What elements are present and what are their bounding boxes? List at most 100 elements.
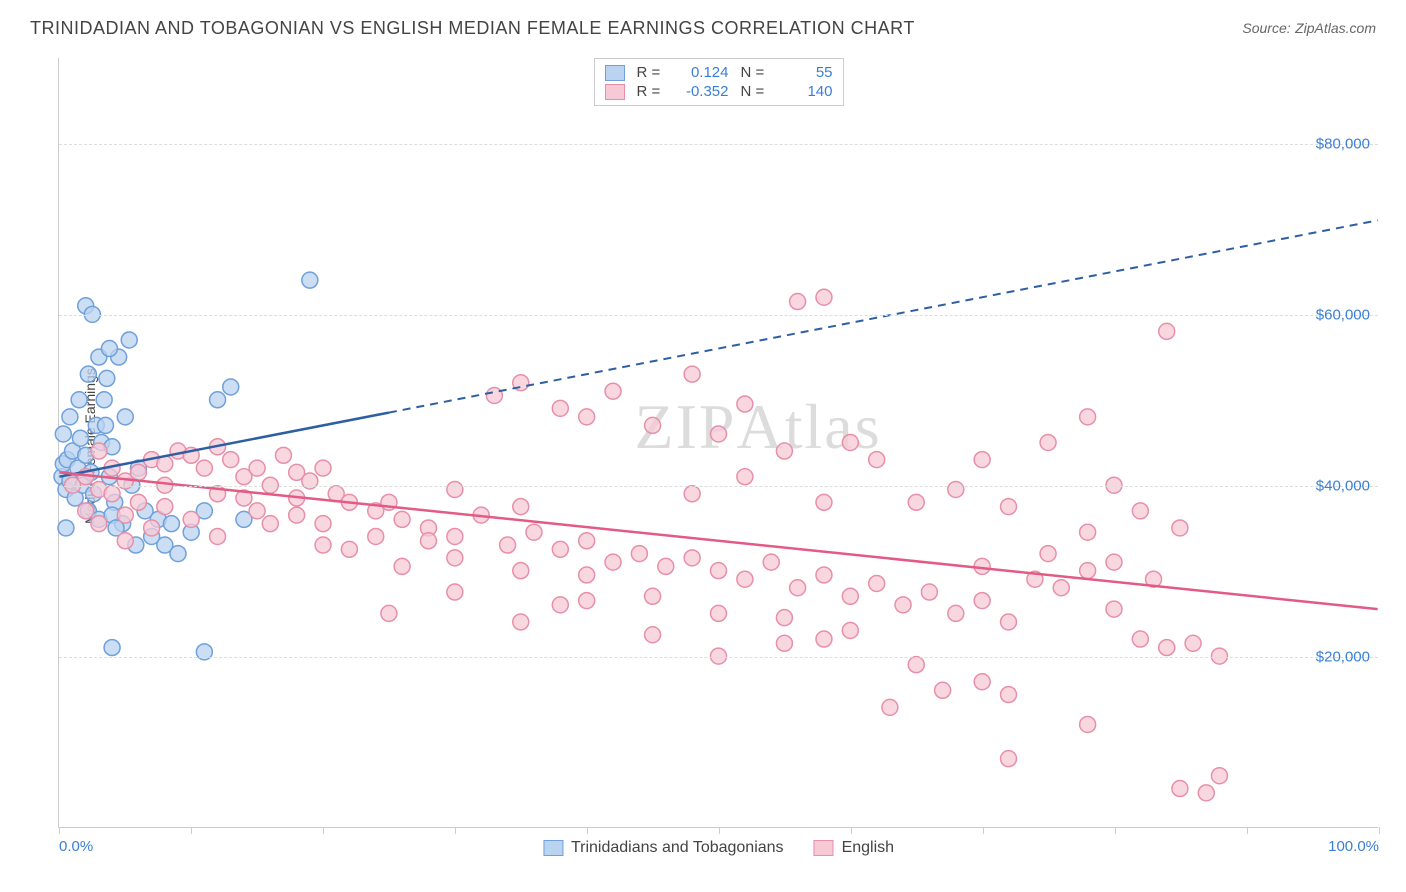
swatch-series2 [605, 84, 625, 100]
data-point [91, 443, 107, 459]
data-point [579, 533, 595, 549]
data-point [1198, 785, 1214, 801]
data-point [104, 486, 120, 502]
n-label: N = [741, 83, 769, 100]
data-point [315, 537, 331, 553]
data-point [1172, 520, 1188, 536]
r-label: R = [637, 64, 665, 81]
data-point [78, 503, 94, 519]
data-point [55, 426, 71, 442]
trend-line-dashed [389, 220, 1378, 412]
gridline [59, 315, 1378, 316]
data-point [552, 597, 568, 613]
legend-item-1: Trinidadians and Tobagonians [543, 839, 784, 857]
data-point [1080, 563, 1096, 579]
y-tick-label: $60,000 [1316, 306, 1370, 323]
data-point [1132, 631, 1148, 647]
x-tick-label: 0.0% [59, 838, 93, 855]
data-point [163, 516, 179, 532]
data-point [842, 588, 858, 604]
trend-line-solid [59, 472, 1377, 609]
data-point [974, 593, 990, 609]
data-point [96, 392, 112, 408]
x-tick-label: 100.0% [1328, 838, 1379, 855]
data-point [117, 533, 133, 549]
data-point [1159, 640, 1175, 656]
scatter-svg [59, 58, 1378, 827]
data-point [684, 486, 700, 502]
data-point [1080, 716, 1096, 732]
data-point [196, 460, 212, 476]
data-point [62, 409, 78, 425]
data-point [882, 699, 898, 715]
data-point [711, 426, 727, 442]
y-tick-label: $80,000 [1316, 135, 1370, 152]
data-point [289, 507, 305, 523]
data-point [776, 610, 792, 626]
data-point [500, 537, 516, 553]
data-point [80, 366, 96, 382]
bottom-legend: Trinidadians and Tobagonians English [543, 839, 894, 857]
data-point [711, 563, 727, 579]
chart-plot-area: ZIPAtlas R = 0.124 N = 55 R = -0.352 N =… [58, 58, 1378, 828]
data-point [1080, 524, 1096, 540]
data-point [486, 388, 502, 404]
data-point [447, 584, 463, 600]
data-point [121, 332, 137, 348]
data-point [948, 482, 964, 498]
data-point [249, 460, 265, 476]
gridline [59, 144, 1378, 145]
data-point [183, 511, 199, 527]
data-point [684, 550, 700, 566]
data-point [210, 528, 226, 544]
data-point [605, 554, 621, 570]
data-point [816, 567, 832, 583]
data-point [157, 499, 173, 515]
data-point [1001, 687, 1017, 703]
data-point [223, 452, 239, 468]
data-point [816, 494, 832, 510]
data-point [790, 294, 806, 310]
data-point [368, 528, 384, 544]
data-point [1172, 781, 1188, 797]
x-tick [323, 827, 324, 834]
data-point [579, 593, 595, 609]
data-point [908, 657, 924, 673]
data-point [1132, 503, 1148, 519]
data-point [842, 622, 858, 638]
data-point [645, 627, 661, 643]
x-tick [983, 827, 984, 834]
legend-label-2: English [842, 839, 894, 857]
y-tick-label: $40,000 [1316, 477, 1370, 494]
data-point [98, 417, 114, 433]
data-point [130, 494, 146, 510]
stats-row-series1: R = 0.124 N = 55 [605, 63, 833, 82]
data-point [447, 550, 463, 566]
data-point [895, 597, 911, 613]
data-point [302, 272, 318, 288]
stats-row-series2: R = -0.352 N = 140 [605, 82, 833, 101]
data-point [684, 366, 700, 382]
data-point [394, 558, 410, 574]
data-point [144, 520, 160, 536]
data-point [223, 379, 239, 395]
data-point [737, 571, 753, 587]
data-point [91, 516, 107, 532]
legend-swatch-1 [543, 840, 563, 856]
data-point [974, 674, 990, 690]
data-point [869, 575, 885, 591]
data-point [631, 546, 647, 562]
data-point [816, 631, 832, 647]
y-tick-label: $20,000 [1316, 648, 1370, 665]
data-point [71, 392, 87, 408]
data-point [117, 507, 133, 523]
data-point [394, 511, 410, 527]
data-point [658, 558, 674, 574]
r-label: R = [637, 83, 665, 100]
data-point [513, 563, 529, 579]
data-point [974, 452, 990, 468]
data-point [1001, 751, 1017, 767]
data-point [315, 460, 331, 476]
data-point [790, 580, 806, 596]
data-point [737, 396, 753, 412]
